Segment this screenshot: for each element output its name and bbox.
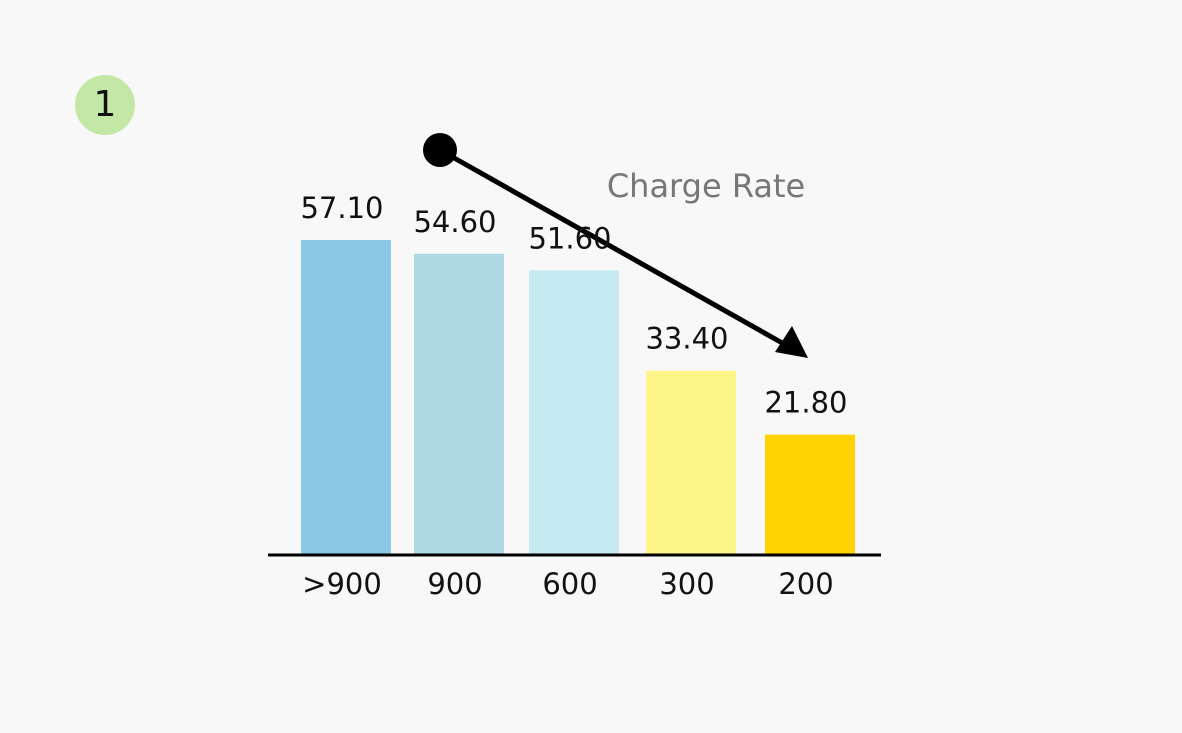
value-label: 21.80 — [764, 386, 847, 420]
annotation: Charge Rate — [607, 167, 805, 205]
value-label: 33.40 — [645, 322, 728, 356]
bar — [646, 370, 736, 555]
x-tick-label: 300 — [659, 567, 714, 601]
arrow-head — [775, 326, 808, 358]
x-tick-label: 600 — [542, 567, 597, 601]
arrow-line — [438, 147, 786, 347]
panel-label: 1 — [94, 84, 117, 125]
x-tick-label: 900 — [427, 567, 482, 601]
x-tick-label: >900 — [302, 567, 382, 601]
bar — [414, 253, 504, 556]
panel-badge — [75, 75, 135, 135]
bar — [529, 270, 619, 555]
value-label: 57.10 — [300, 191, 383, 225]
bar — [301, 239, 391, 555]
value-label: 51.60 — [528, 221, 611, 255]
value-label: 54.60 — [413, 205, 496, 239]
bar — [765, 434, 855, 555]
x-tick-label: 200 — [778, 567, 833, 601]
